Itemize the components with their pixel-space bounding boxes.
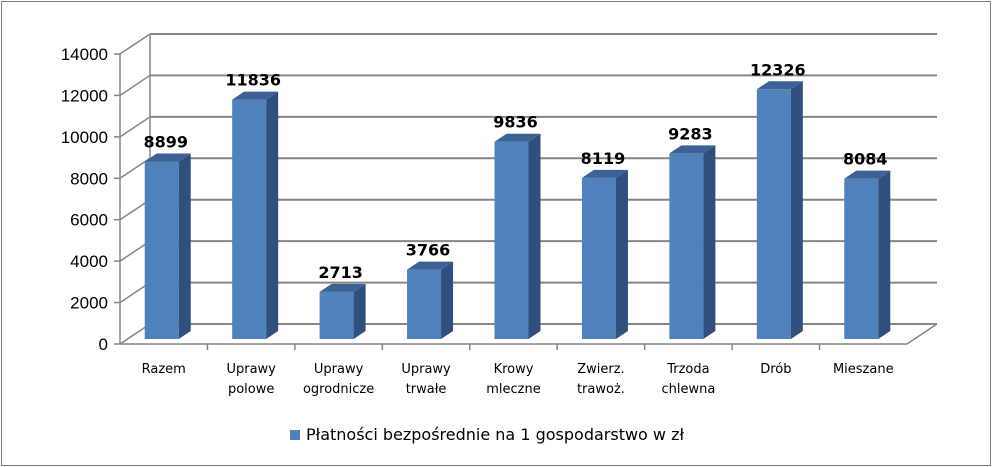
bar-front xyxy=(756,89,791,339)
bar-side xyxy=(528,133,541,339)
x-tick-label: Razem xyxy=(142,362,186,377)
x-tick-label: Drób xyxy=(760,362,791,377)
y-tick-label: 6000 xyxy=(70,211,108,230)
x-tick-label: Trzoda xyxy=(666,362,709,377)
bar-side xyxy=(790,81,803,340)
y-tick-label: 8000 xyxy=(70,169,108,188)
bar-front xyxy=(494,141,529,339)
legend-swatch xyxy=(290,429,300,440)
bar-front xyxy=(232,99,267,339)
side-wall-gridline xyxy=(119,116,151,138)
data-label: 11836 xyxy=(225,71,281,90)
data-label: 9836 xyxy=(493,113,538,132)
bar-top xyxy=(756,81,803,90)
legend: Płatności bezpośrednie na 1 gospodarstwo… xyxy=(290,425,684,444)
bar-front xyxy=(407,269,442,339)
bar-top xyxy=(319,283,366,292)
x-tick-label: Krowy xyxy=(494,362,534,377)
bar-top xyxy=(844,170,891,179)
bar-front xyxy=(669,153,704,339)
y-tick-label: 10000 xyxy=(61,128,108,147)
y-tick-label: 0 xyxy=(99,335,108,354)
data-label: 8899 xyxy=(143,132,188,151)
y-tick-label: 4000 xyxy=(70,252,108,271)
data-label: 8084 xyxy=(843,150,888,169)
y-tick-label: 12000 xyxy=(61,86,108,105)
data-label: 3766 xyxy=(406,241,451,260)
bar-side xyxy=(615,169,628,339)
bar-side xyxy=(878,170,891,339)
bar-top xyxy=(407,261,454,270)
x-tick-label: Zwierz. xyxy=(577,362,624,377)
x-tick-label: polowe xyxy=(228,382,274,397)
data-label: 2713 xyxy=(318,263,363,282)
bar-top xyxy=(669,145,716,154)
bar-side xyxy=(703,145,716,339)
data-label: 12326 xyxy=(750,60,806,79)
x-tick-label: trawoż. xyxy=(577,382,625,397)
x-tick-label: ogrodnicze xyxy=(303,382,374,397)
y-tick-label: 14000 xyxy=(61,45,108,64)
x-tick-label: Mieszane xyxy=(833,362,894,377)
x-tick-label: Uprawy xyxy=(314,362,364,377)
bar-side xyxy=(441,261,454,339)
bar-top xyxy=(232,91,279,100)
bar-side xyxy=(353,283,366,339)
x-tick-label: Uprawy xyxy=(401,362,451,377)
data-label: 8119 xyxy=(581,149,626,168)
side-wall-gridline xyxy=(119,74,151,97)
x-tick-label: chlewna xyxy=(661,382,715,397)
bar-side xyxy=(178,153,191,339)
bar-front xyxy=(581,177,616,339)
legend-label: Płatności bezpośrednie na 1 gospodarstwo… xyxy=(306,425,685,444)
bar-front xyxy=(144,161,179,339)
bar-side xyxy=(266,91,279,339)
x-tick-label: Uprawy xyxy=(226,362,276,377)
y-tick-label: 2000 xyxy=(70,294,108,313)
bar-front xyxy=(319,291,354,339)
bar-top xyxy=(144,153,191,162)
bar-top xyxy=(581,169,628,178)
floor-edge xyxy=(906,323,938,345)
x-tick-label: mleczne xyxy=(486,382,540,397)
bar-top xyxy=(494,133,541,142)
bar-front xyxy=(844,178,879,339)
x-tick-label: trwałe xyxy=(406,382,447,397)
side-wall-gridline xyxy=(119,33,151,55)
data-label: 9283 xyxy=(668,124,713,143)
